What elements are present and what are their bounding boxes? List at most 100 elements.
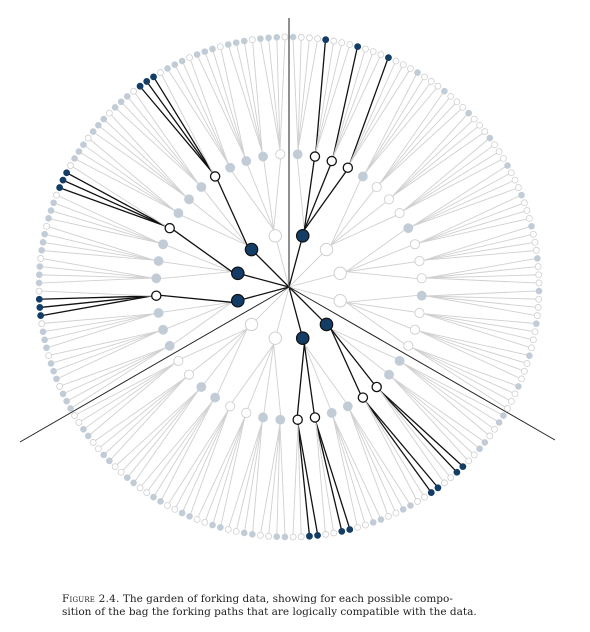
forking-path [297, 424, 310, 534]
forking-path [419, 330, 525, 363]
white-marble-faded [385, 512, 392, 520]
white-marble-faded [136, 484, 144, 492]
blue-marble [459, 463, 467, 471]
forking-path [161, 401, 213, 500]
white-marble [371, 381, 382, 393]
blue-marble [322, 36, 330, 44]
blue-marble-faded [232, 39, 240, 46]
forking-path [192, 328, 248, 373]
white-marble-faded [500, 155, 507, 162]
blue-marble [346, 526, 354, 533]
white-marble-faded [56, 383, 64, 390]
white-marble-faded [409, 239, 420, 250]
forking-path [330, 328, 361, 395]
white-marble-faded [157, 69, 164, 76]
forking-path [332, 417, 358, 525]
forking-path [346, 301, 415, 313]
figure-caption: Figure 2.4. The garden of forking data, … [62, 593, 562, 619]
forking-path [412, 166, 506, 227]
forking-path [154, 79, 214, 173]
blue-marble-faded [50, 367, 57, 375]
forking-path [379, 389, 462, 465]
blue-marble-faded [178, 509, 186, 517]
blue-marble-faded [416, 290, 427, 301]
blue-marble [36, 304, 44, 311]
white-marble-faded [414, 256, 425, 267]
forking-path [111, 114, 186, 197]
blue-marble-faded [100, 451, 108, 459]
white-marble-faded [528, 344, 535, 352]
forking-path [426, 290, 536, 297]
white-marble-faded [244, 317, 259, 332]
forking-path [423, 313, 529, 348]
forking-path [297, 424, 302, 534]
forking-path [128, 390, 199, 476]
forking-path [255, 253, 290, 288]
blue-marble-faded [89, 128, 97, 135]
forking-path [68, 173, 166, 227]
caption-line-2: sition of the bag the forking paths that… [62, 606, 477, 618]
forking-path [182, 63, 229, 164]
white-marble-faded [289, 533, 297, 541]
forking-path [135, 390, 199, 481]
forking-path [403, 159, 502, 211]
forking-path [90, 139, 175, 211]
forking-path [423, 313, 531, 340]
forking-path [49, 313, 155, 348]
forking-path [419, 330, 527, 356]
forking-path [69, 347, 166, 401]
white-marble-faded [523, 207, 531, 214]
blue-marble [295, 331, 310, 345]
forking-path [332, 54, 373, 157]
blue-marble-faded [257, 35, 264, 42]
white-marble-faded [268, 331, 282, 345]
white-marble-faded [314, 35, 321, 43]
forking-path [419, 330, 522, 371]
forking-path [247, 344, 275, 409]
blue-marble-faded [196, 182, 207, 192]
blue-marble-faded [476, 445, 483, 453]
forking-path [419, 330, 519, 379]
blue-marble-faded [384, 369, 394, 380]
forking-path [81, 363, 175, 422]
white-marble [342, 162, 354, 173]
forking-path [303, 343, 347, 403]
blue-marble-faded [39, 328, 47, 336]
white-marble-faded [507, 169, 515, 177]
forking-path [423, 313, 533, 332]
forking-path [346, 261, 415, 273]
blue-marble-faded [123, 93, 131, 100]
forking-path [43, 295, 152, 316]
forking-path [288, 286, 335, 300]
forking-path [148, 401, 213, 491]
forking-path [365, 79, 424, 173]
forking-path [392, 114, 467, 197]
forking-path [154, 401, 213, 495]
blue-marble-faded [186, 513, 193, 520]
white-marble-faded [535, 271, 543, 279]
forking-path [228, 421, 263, 527]
white-marble-faded [377, 51, 385, 58]
forking-path [423, 242, 533, 261]
white-marble-faded [105, 109, 113, 117]
forking-path [364, 400, 437, 486]
forking-path [346, 294, 418, 303]
blue-marble [354, 43, 362, 51]
forking-path [412, 347, 513, 394]
white-marble-faded [281, 33, 289, 41]
forking-path [423, 234, 531, 261]
forking-path [412, 180, 513, 227]
white-marble-faded [330, 37, 338, 45]
white-marble-faded [525, 214, 533, 222]
forking-path [315, 421, 342, 529]
white-marble-faded [71, 412, 78, 419]
blue-marble-faded [407, 502, 414, 509]
forking-path [116, 109, 199, 184]
white-marble [357, 392, 369, 403]
white-marble-faded [89, 439, 97, 446]
forking-path [315, 43, 334, 153]
blue-marble-faded [41, 230, 48, 238]
blue-marble-faded [38, 247, 46, 254]
forking-path [141, 401, 213, 486]
white-marble-faded [491, 141, 498, 149]
